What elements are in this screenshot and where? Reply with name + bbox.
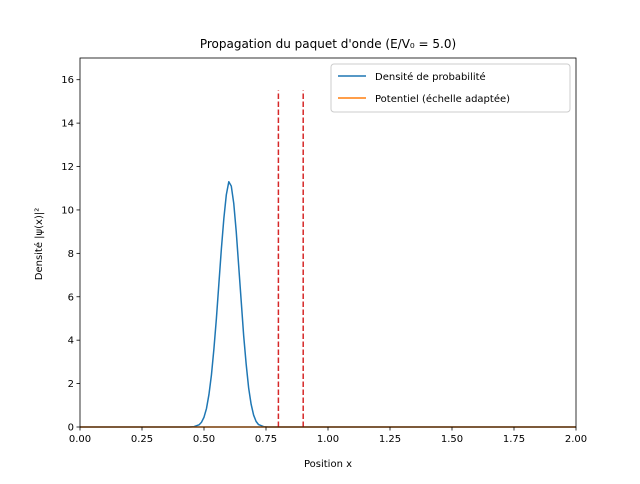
x-tick-label: 0.00 — [69, 434, 91, 445]
y-tick-label: 2 — [68, 379, 74, 390]
x-axis-label: Position x — [304, 459, 352, 470]
legend-label-density: Densité de probabilité — [375, 71, 486, 83]
x-tick-label: 1.50 — [441, 434, 463, 445]
plot-background — [80, 58, 576, 427]
chart-title: Propagation du paquet d'onde (E/V₀ = 5.0… — [200, 37, 456, 51]
y-axis-label: Densité |ψ(x)|² — [33, 208, 45, 281]
x-tick-label: 0.50 — [193, 434, 215, 445]
y-tick-label: 8 — [68, 249, 74, 260]
axes: 0.00 0.25 0.50 0.75 1.00 1.25 1.50 1.75 2.00 0 2 4 6… — [61, 57, 587, 445]
x-tick-label: 2.00 — [565, 434, 587, 445]
y-tick-label: 6 — [68, 292, 74, 303]
x-tick-label: 1.00 — [317, 434, 339, 445]
legend: Densité de probabilité Potentiel (échell… — [330, 63, 571, 113]
y-tick-label: 0 — [68, 423, 74, 434]
series-line-density — [80, 180, 576, 428]
y-tick-label: 16 — [61, 75, 74, 86]
y-tick-label: 14 — [61, 119, 74, 130]
y-tick-label: 12 — [61, 162, 74, 173]
plot-area — [80, 58, 576, 428]
legend-box — [330, 63, 571, 113]
y-tick-label: 4 — [68, 336, 74, 347]
x-tick-label: 0.25 — [131, 434, 153, 445]
legend-label-potential: Potentiel (échelle adaptée) — [375, 93, 510, 105]
x-tick-label: 1.25 — [379, 434, 401, 445]
x-tick-label: 1.75 — [503, 434, 525, 445]
x-tick-label: 0.75 — [255, 434, 277, 445]
y-tick-label: 10 — [61, 205, 74, 216]
